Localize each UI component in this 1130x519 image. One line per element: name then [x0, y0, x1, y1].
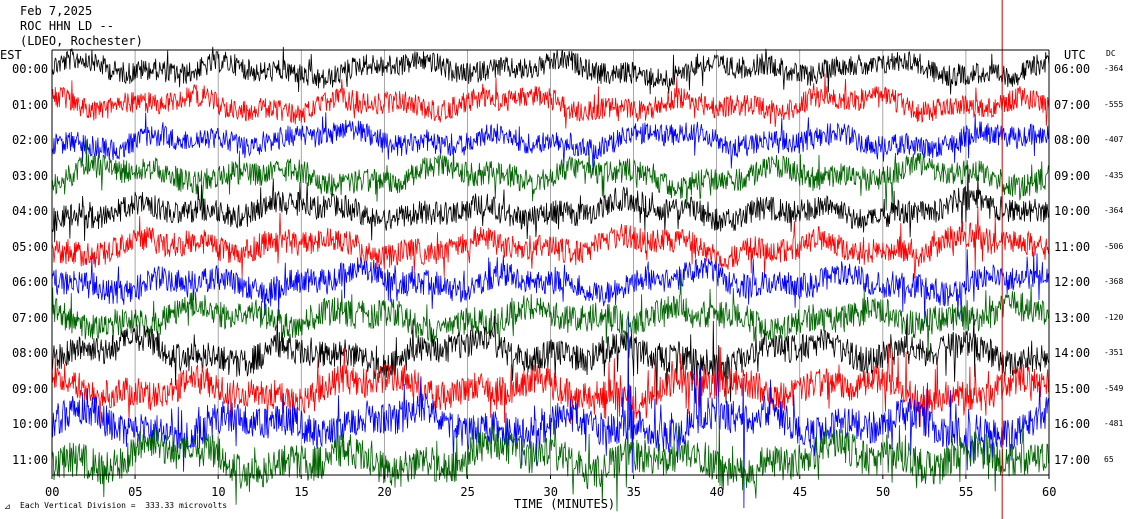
trace-1100 [51, 415, 1050, 512]
x-ticks [51, 475, 1050, 479]
footer-icon: ⊿ [4, 502, 11, 511]
scale-note: Each Vertical Division = 333.33 microvol… [20, 501, 228, 510]
est-label-1100: 11:00 [12, 452, 49, 467]
dc-label-6: -368 [1104, 277, 1124, 286]
est-label-1000: 10:00 [12, 417, 49, 431]
x-tick-label-20: 20 [377, 485, 392, 499]
utc-label-1300: 13:00 [1054, 310, 1091, 325]
x-tick-label-15: 15 [294, 485, 309, 499]
right-axis-title: UTC [1064, 48, 1086, 62]
utc-label-1200: 12:00 [1054, 275, 1091, 289]
dc-label-9: -549 [1104, 383, 1124, 393]
est-label-0900: 09:00 [12, 381, 49, 396]
utc-label-1100: 11:00 [1054, 239, 1091, 254]
dc-title: DC [1106, 49, 1116, 58]
dc-label-5: -506 [1104, 241, 1124, 251]
x-tick-label-45: 45 [792, 485, 808, 499]
est-label-0000: 00:00 [12, 62, 49, 76]
trace-group [51, 46, 1050, 512]
grid-lines [134, 50, 967, 475]
trace-0700 [51, 276, 1050, 357]
x-axis-label: TIME (MINUTES) [514, 497, 616, 511]
dc-label-0: -364 [1104, 64, 1124, 73]
x-tick-label-10: 10 [211, 485, 226, 499]
trace-0800 [51, 314, 1050, 404]
utc-label-1500: 15:00 [1054, 381, 1091, 396]
dc-label-1: -555 [1104, 99, 1124, 109]
header-station: ROC HHN LD -- [20, 19, 114, 33]
x-tick-label-05: 05 [128, 485, 143, 499]
est-label-0300: 03:00 [12, 168, 49, 183]
trace-0400 [51, 165, 1050, 243]
left-axis-title: EST [0, 48, 22, 62]
utc-label-0700: 07:00 [1054, 97, 1091, 112]
trace-0100 [51, 73, 1050, 129]
dc-label-11: 65 [1104, 454, 1114, 464]
trace-0500 [51, 206, 1050, 279]
trace-0200 [51, 112, 1050, 172]
dc-label-10: -481 [1104, 419, 1124, 428]
dc-label-3: -435 [1104, 170, 1124, 180]
est-label-0200: 02:00 [12, 133, 49, 147]
utc-label-1600: 16:00 [1054, 417, 1091, 431]
header-network: (LDEO, Rochester) [20, 34, 143, 48]
trace-0900 [51, 343, 1050, 433]
est-label-0100: 01:00 [12, 97, 49, 112]
est-label-0800: 08:00 [12, 346, 49, 360]
x-tick-label-60: 60 [1042, 485, 1057, 499]
dc-label-2: -407 [1104, 135, 1124, 144]
trace-0000 [51, 46, 1050, 95]
dc-label-4: -364 [1104, 206, 1124, 215]
x-tick-label-00: 00 [45, 485, 60, 499]
utc-label-1700: 17:00 [1054, 452, 1091, 467]
est-label-0500: 05:00 [12, 239, 49, 254]
est-label-0700: 07:00 [12, 310, 49, 325]
utc-label-1400: 14:00 [1054, 346, 1091, 360]
x-tick-label-40: 40 [709, 485, 725, 499]
x-tick-label-35: 35 [626, 485, 642, 499]
header-date: Feb 7,2025 [20, 4, 93, 18]
utc-label-1000: 10:00 [1054, 204, 1091, 218]
utc-label-0800: 08:00 [1054, 133, 1091, 147]
dc-label-8: -351 [1104, 348, 1124, 357]
x-tick-label-55: 55 [958, 485, 974, 499]
dc-label-7: -120 [1104, 312, 1124, 322]
utc-label-0900: 09:00 [1054, 168, 1091, 183]
trace-0600 [51, 249, 1050, 324]
x-tick-label-30: 30 [543, 485, 558, 499]
x-tick-label-25: 25 [460, 485, 475, 499]
utc-label-0600: 06:00 [1054, 62, 1091, 76]
est-label-0400: 04:00 [12, 204, 49, 218]
x-tick-label-50: 50 [875, 485, 891, 499]
trace-0300 [51, 140, 1050, 211]
est-label-0600: 06:00 [12, 275, 49, 289]
